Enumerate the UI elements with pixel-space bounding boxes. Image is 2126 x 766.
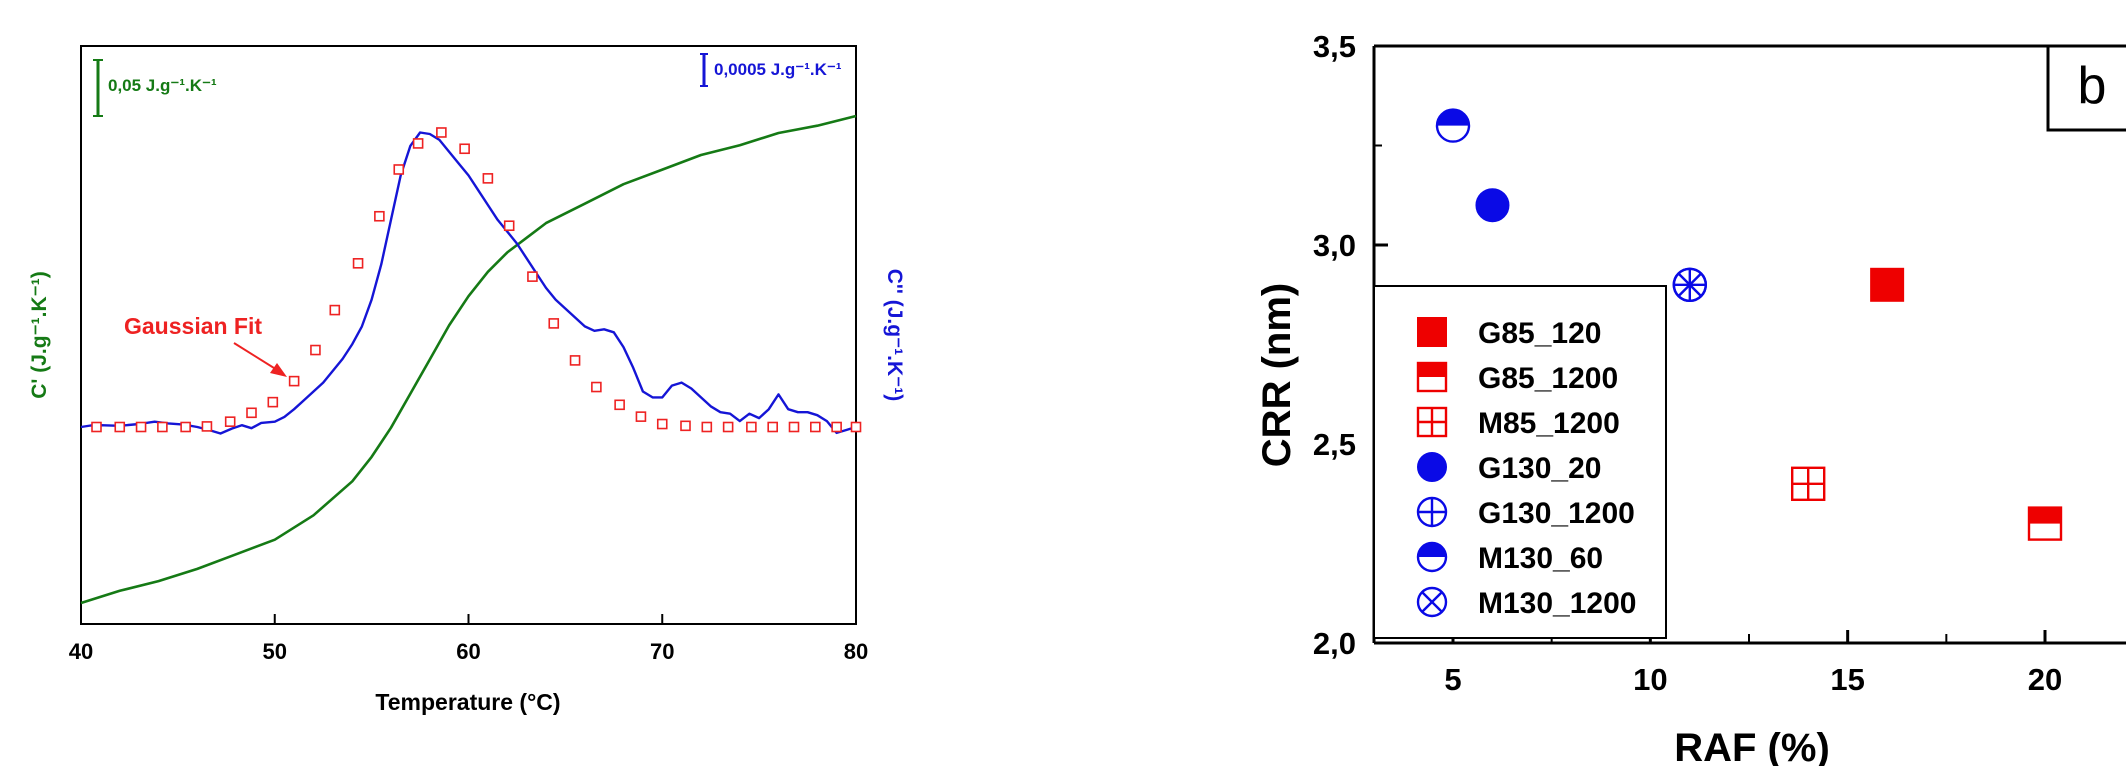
panel-b-x-tick-label: 5 xyxy=(1444,662,1461,697)
panel-b-letter: b xyxy=(2078,57,2107,115)
panel-a-x-tick-label: 50 xyxy=(263,639,287,664)
legend-label: G85_120 xyxy=(1478,317,1601,350)
point-m130-1200 xyxy=(1672,267,1708,302)
panel-a-x-tick-label: 40 xyxy=(69,639,93,664)
panel-b-y-tick-label: 3,5 xyxy=(1313,29,1356,64)
gaussian-fit-point xyxy=(788,421,800,433)
panel-b-data-points xyxy=(1435,108,2063,541)
gaussian-fit-point xyxy=(224,416,236,427)
gaussian-fit-point xyxy=(352,258,364,269)
panel-a-x-tick-label: 60 xyxy=(456,639,480,664)
gaussian-fit-point xyxy=(680,420,691,432)
gaussian-fit-point xyxy=(180,421,191,433)
panel-b-legend: G85_120 G85_1200 M85_1200 G130_20 G130_1200 M… xyxy=(1373,285,1667,639)
gaussian-fit-point xyxy=(767,421,778,433)
panel-b-x-tick-label: 20 xyxy=(2028,662,2062,697)
gaussian-fit-annotation: Gaussian Fit xyxy=(124,313,262,339)
panel-a-x-tick-label: 70 xyxy=(650,639,674,664)
point-g85-120 xyxy=(1870,267,1905,302)
panel-a-series xyxy=(80,114,862,605)
panel-a-left-y-axis-label: C' (J.g⁻¹.K⁻¹) xyxy=(28,271,51,398)
panel-a-right-y-axis-label: C'' (J.g⁻¹.K⁻¹) xyxy=(883,269,906,401)
scale-bar-right-label: 0,0005 J.g⁻¹.K⁻¹ xyxy=(714,60,842,79)
gaussian-fit-point xyxy=(393,164,405,175)
legend-marker-m130-60 xyxy=(1416,541,1448,573)
gaussian-fit-point xyxy=(810,421,821,433)
legend-marker-g85-1200 xyxy=(1416,361,1448,393)
gaussian-fit-point xyxy=(329,304,341,316)
panel-b-x-tick-label: 10 xyxy=(1633,662,1667,697)
legend-marker-g130-1200 xyxy=(1416,496,1448,528)
gaussian-fit-point xyxy=(831,421,842,433)
scale-bar-left: 0,05 J.g⁻¹.K⁻¹ xyxy=(93,59,217,117)
gaussian-fit-point xyxy=(114,421,126,433)
gaussian-fit-point xyxy=(246,407,257,419)
point-m85-1200 xyxy=(1790,466,1826,501)
gaussian-fit-point xyxy=(374,210,385,222)
panel-b-y-tick-label: 3,0 xyxy=(1313,228,1356,263)
panel-b-x-axis-label: RAF (%) xyxy=(1674,726,1830,766)
gaussian-fit-point xyxy=(267,396,279,408)
gaussian-fit-point xyxy=(635,411,647,422)
gaussian-fit-point xyxy=(135,421,147,433)
gaussian-fit-point xyxy=(482,173,494,184)
legend-label: G130_20 xyxy=(1478,452,1601,485)
gaussian-fit-point xyxy=(569,355,581,366)
gaussian-fit-point xyxy=(459,143,470,155)
panel-a-x-axis: 40 50 60 70 80 xyxy=(69,614,868,664)
gaussian-fit-point xyxy=(503,220,515,232)
gaussian-fit-point xyxy=(201,421,213,432)
panel-b-label-box: b xyxy=(2046,44,2126,132)
gaussian-fit-point xyxy=(850,421,862,433)
panel-a-dsc-curves: 40 50 60 70 80 Temperature (°C) C' (J.g⁻¹.K⁻… xyxy=(28,45,906,715)
point-g130-20 xyxy=(1475,188,1510,223)
legend-label: M130_1200 xyxy=(1478,587,1636,620)
scale-bar-right: 0,0005 J.g⁻¹.K⁻¹ xyxy=(700,53,842,87)
legend-marker-m85-1200 xyxy=(1416,406,1448,438)
panel-a-x-tick-label: 80 xyxy=(844,639,868,664)
gaussian-fit-point xyxy=(591,381,602,393)
panel-b-y-axis-label: CRR (nm) xyxy=(1255,283,1299,467)
c-double-prime-curve xyxy=(80,131,857,435)
point-g85-1200 xyxy=(2027,506,2063,541)
legend-label: M85_1200 xyxy=(1478,407,1620,440)
gaussian-fit-point xyxy=(91,421,102,433)
panel-b-x-tick-label: 15 xyxy=(1830,662,1864,697)
gaussian-fit-point xyxy=(722,421,734,433)
gaussian-fit-point xyxy=(288,375,300,387)
gaussian-fit-point xyxy=(310,344,321,356)
c-prime-curve xyxy=(80,114,857,605)
panel-b-y-tick-label: 2,0 xyxy=(1313,626,1356,661)
panel-a-x-axis-label: Temperature (°C) xyxy=(375,689,560,715)
legend-marker-m130-1200 xyxy=(1416,586,1448,618)
legend-label: G130_1200 xyxy=(1478,497,1635,530)
legend-marker-g85-120 xyxy=(1417,317,1447,347)
gaussian-fit-point xyxy=(548,318,560,329)
scale-bar-left-label: 0,05 J.g⁻¹.K⁻¹ xyxy=(108,76,217,95)
panel-b-y-tick-label: 2,5 xyxy=(1313,427,1356,462)
gaussian-fit-point xyxy=(527,271,538,282)
panel-b-scatter: 2,0 2,5 3,0 3,5 5 10 15 20 CRR (nm) RAF (%) b G… xyxy=(1255,29,2126,766)
legend-label: M130_60 xyxy=(1478,542,1603,575)
gaussian-fit-point xyxy=(614,399,625,411)
gaussian-fit-point xyxy=(157,421,168,433)
legend-label: G85_1200 xyxy=(1478,362,1618,395)
gaussian-fit-point xyxy=(746,421,757,433)
gaussian-fit-point xyxy=(436,127,447,138)
gaussian-fit-point xyxy=(701,421,713,433)
gaussian-fit-arrow-head xyxy=(270,363,287,377)
legend-marker-g130-20 xyxy=(1417,452,1447,482)
point-m130-60 xyxy=(1435,108,1471,143)
gaussian-fit-point xyxy=(412,138,424,149)
panel-b-axes: 2,0 2,5 3,0 3,5 5 10 15 20 xyxy=(1313,29,2062,697)
gaussian-fit-point xyxy=(656,418,668,430)
